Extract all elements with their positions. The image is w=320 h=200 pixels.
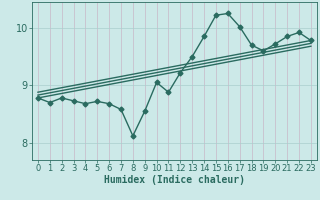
- X-axis label: Humidex (Indice chaleur): Humidex (Indice chaleur): [104, 175, 245, 185]
